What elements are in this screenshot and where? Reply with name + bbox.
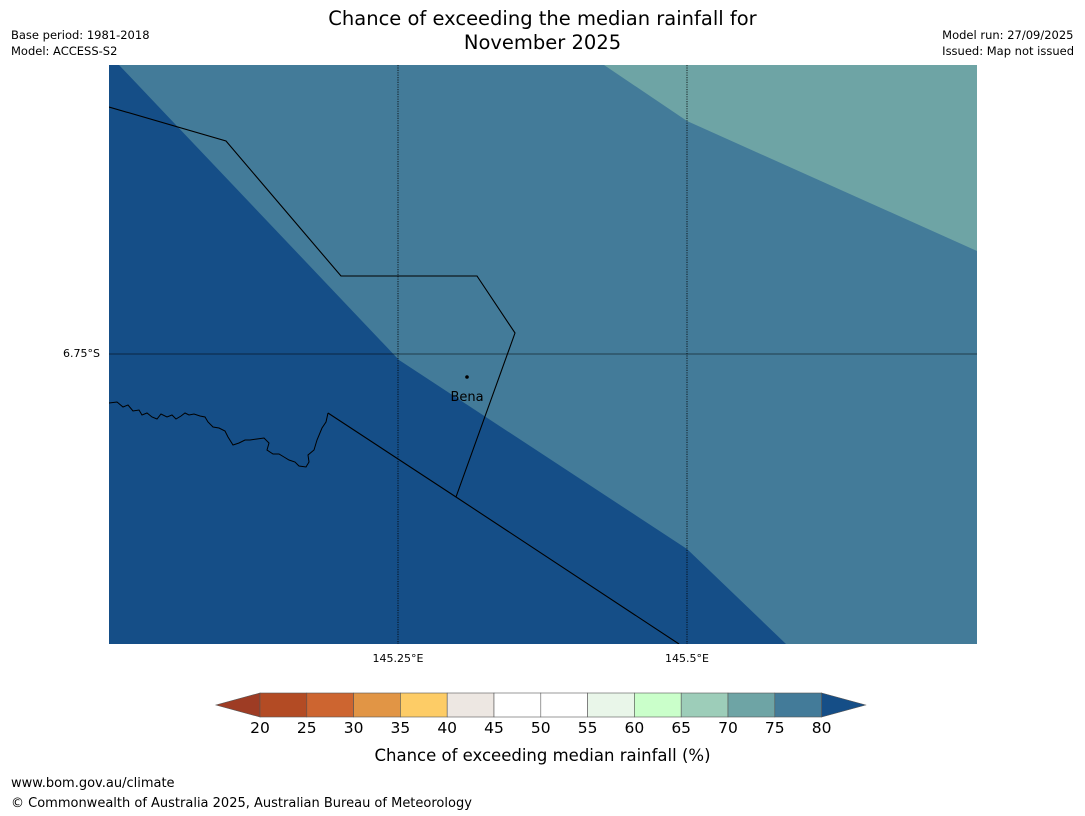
map-svg: Bena <box>109 65 977 644</box>
colorbar-tick-label: 55 <box>577 719 598 737</box>
issued-text: Issued: Map not issued <box>942 44 1074 58</box>
region-80-plus <box>109 65 786 644</box>
district-boundary <box>327 412 680 644</box>
colorbar-ticks: 20 25 30 35 40 45 50 55 60 65 70 75 80 <box>0 718 1085 740</box>
forecast-map[interactable]: Bena <box>109 65 977 644</box>
map-title-line1: Chance of exceeding the median rainfall … <box>328 7 757 30</box>
colorbar-tick-label: 65 <box>671 719 692 737</box>
colorbar-extend-low <box>214 692 261 718</box>
lat-label-6-75: 6.75°S <box>63 347 100 360</box>
colorbar-cell <box>446 692 495 718</box>
map-title: Chance of exceeding the median rainfall … <box>0 7 1085 55</box>
colorbar-cell <box>259 692 308 718</box>
colorbar-cell <box>400 692 448 718</box>
colorbar-tick-label: 80 <box>811 719 832 737</box>
colorbar-cell <box>306 692 354 718</box>
colorbar-tick-label: 20 <box>250 719 270 737</box>
colorbar-cell <box>634 692 682 718</box>
colorbar-tick-label: 75 <box>764 719 785 737</box>
model-run-text: Model run: 27/09/2025 <box>942 28 1074 42</box>
colorbar-cells <box>214 692 867 718</box>
colorbar-cell <box>727 692 776 718</box>
footer-url[interactable]: www.bom.gov.au/climate <box>11 776 175 791</box>
colorbar-tick-label: 35 <box>390 719 411 737</box>
coastline <box>109 401 329 468</box>
map-title-line2: November 2025 <box>463 31 622 54</box>
lon-label-145-5: 145.5°E <box>665 652 709 665</box>
colorbar-cell <box>493 692 542 718</box>
colorbar-tick-label: 40 <box>437 719 458 737</box>
colorbar-cell <box>587 692 635 718</box>
colorbar-cell <box>774 692 822 718</box>
colorbar-cell <box>353 692 401 718</box>
meta-left: Base period: 1981-2018 Model: ACCESS-S2 <box>11 27 150 59</box>
base-period-text: Base period: 1981-2018 <box>11 28 150 42</box>
colorbar-tick-label: 25 <box>296 719 317 737</box>
colorbar-cell <box>680 692 729 718</box>
bena-label: Bena <box>450 390 483 405</box>
colorbar-label: Chance of exceeding median rainfall (%) <box>374 746 711 765</box>
colorbar-tick-label: 45 <box>484 719 504 737</box>
bena-marker[interactable] <box>465 375 469 379</box>
colorbar-tick-label: 50 <box>530 719 551 737</box>
province-boundary <box>109 106 516 498</box>
region-70-75 <box>604 65 977 251</box>
colorbar-tick-label: 60 <box>624 719 645 737</box>
lon-label-145-25: 145.25°E <box>372 652 424 665</box>
colorbar-tick-label: 70 <box>718 719 738 737</box>
meta-right: Model run: 27/09/2025 Issued: Map not is… <box>942 27 1074 59</box>
colorbar-tick-label: 30 <box>343 719 364 737</box>
colorbar-cell <box>540 692 588 718</box>
colorbar <box>214 692 867 718</box>
footer: www.bom.gov.au/climate © Commonwealth of… <box>11 774 472 814</box>
footer-copyright: © Commonwealth of Australia 2025, Austra… <box>11 796 472 811</box>
colorbar-extend-high <box>821 692 867 718</box>
model-text: Model: ACCESS-S2 <box>11 44 118 58</box>
